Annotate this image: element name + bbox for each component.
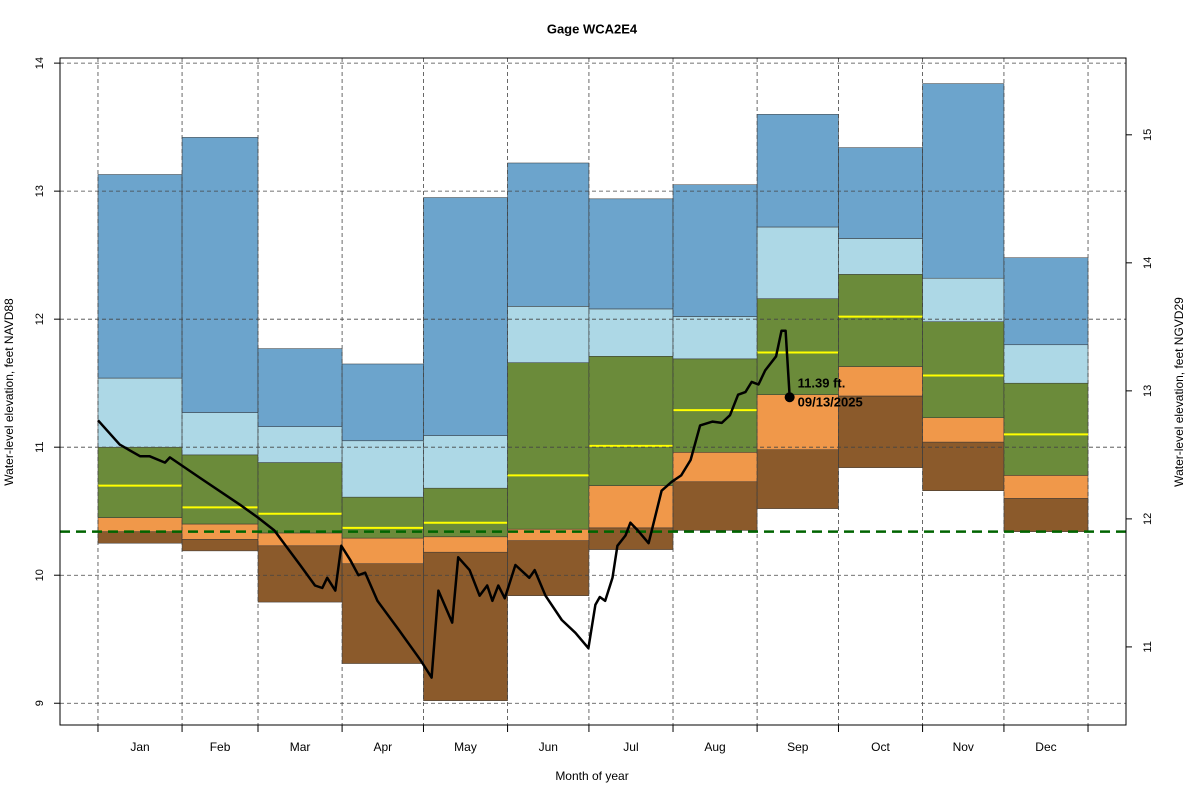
x-axis-label: Month of year [555,769,628,783]
percentile-band [507,306,590,363]
y2-tick-label: 14 [1142,257,1154,269]
percentile-band [97,174,183,379]
percentile-band [672,481,758,531]
percentile-band [341,537,424,564]
percentile-band [922,417,1005,443]
percentile-band [423,551,508,701]
percentile-band [181,539,259,552]
current-date-label: 09/13/2025 [798,395,863,410]
percentile-band [181,412,259,456]
percentile-band [756,449,839,509]
water-level-line [97,329,791,679]
percentile-band [507,540,590,596]
percentile-band [257,532,343,547]
percentile-band [341,363,424,442]
percentile-band [1003,344,1089,384]
y2-tick-label: 12 [1142,513,1154,525]
plot-frame [59,57,1127,726]
y-tick-label: 14 [34,57,46,69]
y-tick-label: 10 [34,569,46,581]
percentile-band [838,147,923,239]
y2-tick-label: 13 [1142,385,1154,397]
percentile-band [588,308,674,357]
y-tick-label: 12 [34,313,46,325]
percentile-band [97,517,183,532]
percentile-band [588,485,674,529]
current-point [784,392,795,403]
current-value-label: 11.39 ft. [798,376,846,391]
x-tick-label: Sep [787,740,809,754]
percentile-band [341,440,424,498]
percentile-band [922,441,1005,491]
percentile-band [756,114,839,228]
percentile-band [257,348,343,427]
percentile-band [588,356,674,486]
x-tick-label: May [454,740,477,754]
percentile-band [756,226,839,299]
x-tick-label: Apr [373,740,392,754]
percentile-band [507,362,590,530]
y2-axis-label: Water-level elevation, feet NGVD29 [1172,297,1186,487]
percentile-band [181,454,259,525]
percentile-band [507,162,590,307]
x-tick-label: Aug [704,740,725,754]
percentile-band [838,395,923,468]
x-tick-label: Oct [871,740,890,754]
percentile-band [922,83,1005,279]
percentile-band [838,274,923,367]
percentile-band [257,462,343,534]
percentile-band [97,531,183,544]
percentile-band [1003,475,1089,499]
y-tick-label: 13 [34,185,46,197]
percentile-band [922,277,1005,322]
percentile-band [423,435,508,489]
percentile-band [672,358,758,453]
y-tick-label: 9 [34,700,46,706]
percentile-band [838,366,923,397]
x-tick-label: Jan [130,740,149,754]
x-tick-label: Jul [623,740,638,754]
x-tick-label: Feb [210,740,231,754]
percentile-band [1003,498,1089,532]
percentile-band [588,198,674,310]
x-tick-label: Mar [290,740,311,754]
percentile-band [423,536,508,553]
percentile-band [672,184,758,317]
percentile-band [756,394,839,451]
percentile-band [423,487,508,538]
y-axis-label: Water-level elevation, feet NAVD88 [2,298,16,486]
percentile-band [97,377,183,448]
x-tick-label: Jun [539,740,558,754]
y2-tick-label: 15 [1142,129,1154,141]
percentile-band [838,238,923,275]
x-tick-label: Nov [953,740,974,754]
percentile-band [672,316,758,360]
percentile-band [922,321,1005,418]
percentile-band [257,545,343,603]
percentile-band [1003,382,1089,476]
percentile-band [257,426,343,463]
percentile-band [756,298,839,395]
chart-title: Gage WCA2E4 [547,21,638,36]
y2-tick-label: 11 [1142,641,1154,652]
percentile-band [181,137,259,413]
x-tick-label: Dec [1035,740,1056,754]
percentile-band [1003,257,1089,346]
y-tick-label: 11 [34,441,46,452]
percentile-band [423,197,508,436]
